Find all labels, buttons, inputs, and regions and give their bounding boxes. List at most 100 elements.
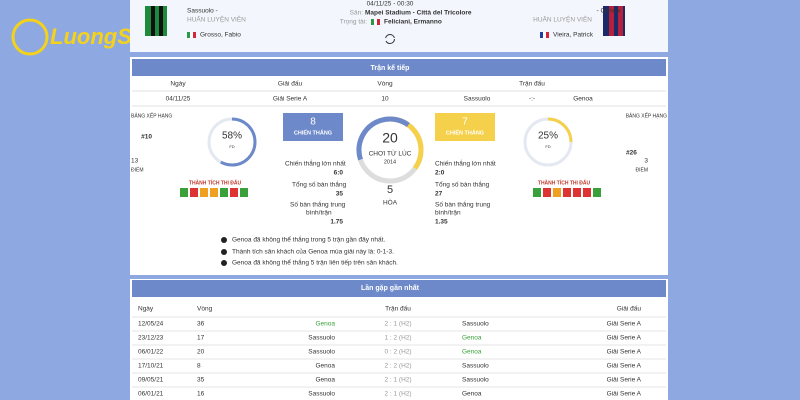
cell: 12/05/24 (138, 321, 164, 328)
away-form (533, 188, 601, 197)
cell: -:- (529, 96, 535, 103)
ring-arc (207, 117, 257, 167)
flag-part (546, 32, 549, 38)
cell: Giải Serie A (607, 391, 642, 398)
stadium: Mapei Stadium - Città del Tricolore (365, 10, 472, 17)
stat-label: Chiến thắng lớn nhất (285, 159, 346, 168)
form-box (533, 188, 541, 197)
cell: Genoa (462, 349, 482, 356)
form-box (573, 188, 581, 197)
form-box (230, 188, 238, 197)
cell: Genoa (315, 377, 335, 384)
jersey-stripe (618, 6, 623, 36)
cell[interactable]: Genoa (573, 96, 593, 103)
cell: Giải Serie A (607, 335, 642, 342)
stat-label: Tổng số bàn thắng (292, 180, 347, 189)
cell: 04/11/25 (166, 96, 191, 103)
jersey-stripe (609, 6, 614, 36)
pct-sub: FD (229, 144, 234, 149)
form-box (543, 188, 551, 197)
cell: 36 (197, 321, 205, 328)
cell[interactable]: Sassuolo (464, 96, 491, 103)
cell: Sassuolo (308, 391, 335, 398)
flag-part (374, 19, 377, 25)
note: Genoa đã không thể thắng trong 5 trận gầ… (232, 235, 385, 244)
cell: 10 (381, 96, 389, 103)
home-avg: 1.75 (330, 219, 343, 226)
note: Thành tích sân khách của Genoa mùa giải … (232, 248, 394, 256)
stat-label: bình/trận (435, 210, 461, 217)
played: 20 (382, 130, 398, 146)
col-head: Giải đấu (278, 79, 303, 88)
flag-part (543, 32, 546, 38)
coach-label: HUẤN LUYỆN VIÊN (187, 14, 246, 24)
col-head: Trận đấu (519, 79, 545, 88)
cell: 2 : 1 (H2) (384, 377, 411, 384)
cell: Sassuolo (462, 321, 489, 328)
wins-label: CHIẾN THẮNG (446, 128, 484, 136)
home-pct: 58% (222, 131, 242, 142)
jersey-stripe (151, 6, 155, 36)
home-wins: 8 (310, 117, 316, 128)
cell: Genoa (462, 335, 482, 342)
away-name[interactable]: - Genoa (597, 8, 621, 15)
cell: 06/01/22 (138, 349, 164, 356)
cell: Giải Serie A (607, 377, 642, 384)
ring-arc (523, 117, 573, 167)
away-rank: #26 (626, 150, 637, 157)
flag-fr (540, 32, 543, 38)
home-name[interactable]: Sassuolo - (187, 8, 218, 15)
logo-emblem (11, 18, 49, 56)
section-bar (132, 280, 666, 297)
points-label: ĐIỂM (636, 166, 649, 173)
stat-label: bình/trận (306, 210, 332, 217)
away-goals: 27 (435, 191, 443, 198)
cell: 2 : 1 (H2) (384, 321, 411, 328)
played-label: CHƠI TỪ LÚC (369, 149, 412, 158)
section-bar (132, 59, 666, 76)
cell: 0 : 2 (H2) (384, 349, 411, 356)
cell: Giải Serie A (607, 349, 642, 356)
home-wins-box (283, 113, 343, 141)
cell: 1 : 2 (H2) (384, 335, 411, 342)
cell: 23/12/23 (138, 335, 164, 342)
header-card (130, 0, 668, 52)
flag-part (190, 32, 193, 38)
col-head: Vòng (197, 306, 213, 313)
info-icon (221, 249, 227, 255)
away-biggest: 2:0 (435, 170, 445, 177)
cell: Genoa (462, 391, 482, 398)
form-box (563, 188, 571, 197)
ring-arc (356, 116, 424, 184)
cell: Giải Serie A (607, 363, 642, 370)
cell: 8 (197, 363, 201, 370)
points-label: ĐIỂM (131, 166, 144, 173)
cell: 06/01/21 (138, 391, 164, 398)
wins-label: CHIẾN THẮNG (294, 128, 332, 136)
refresh-icon[interactable] (385, 34, 395, 44)
form-box (553, 188, 561, 197)
referee-label: Trọng tài: (340, 19, 367, 26)
home-form (180, 188, 248, 197)
stat-label: Chiến thắng lớn nhất (435, 159, 496, 168)
info-icon (221, 260, 227, 266)
away-coach: Vieira, Patrick (553, 32, 594, 39)
away-wins-box (435, 113, 495, 141)
col-head: Ngày (170, 81, 186, 88)
info-icon (221, 237, 227, 243)
datetime: 04/11/25 - 00:30 (367, 1, 414, 8)
flag-part (193, 32, 196, 38)
cell: Sassuolo (308, 335, 335, 342)
stat-label: Số bàn thắng trung (435, 200, 491, 209)
stat-label: Tổng số bàn thắng (435, 180, 490, 189)
cell: Giải Serie A (273, 96, 308, 103)
home-jersey (145, 6, 167, 36)
col-head: Giải đấu (617, 304, 642, 313)
home-biggest: 6:0 (334, 170, 344, 177)
cell: Sassuolo (462, 377, 489, 384)
form-label: THÀNH TÍCH THI ĐẤU (538, 178, 591, 186)
form-box (190, 188, 198, 197)
away-avg: 1.35 (435, 219, 448, 226)
